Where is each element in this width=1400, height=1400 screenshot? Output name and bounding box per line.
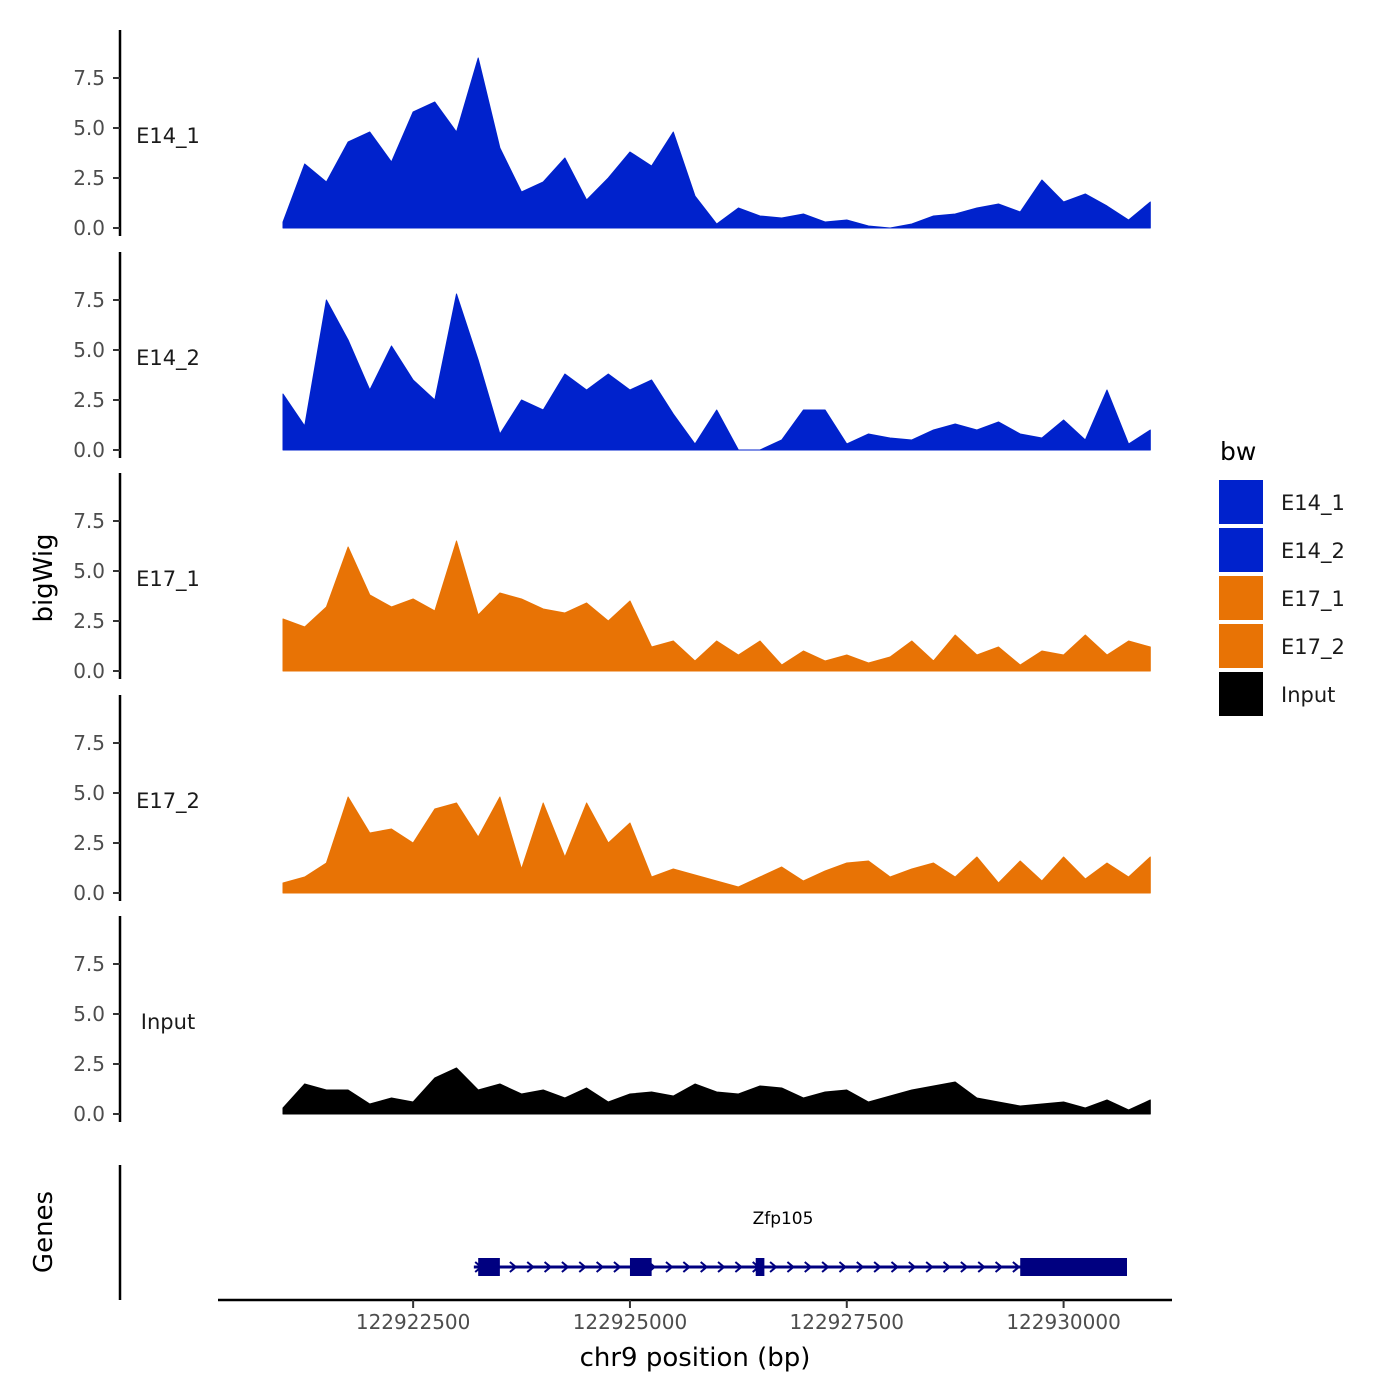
area-Input (282, 1067, 1151, 1115)
y-tick-label: 5.0 (73, 559, 105, 583)
y-tick-label: 5.0 (73, 338, 105, 362)
strand-arrow (700, 1261, 709, 1273)
track-E17_1: 0.0 2.5 5.0 7.5 E17_1 (73, 473, 1151, 683)
strand-arrow (890, 1261, 900, 1273)
strand-arrow (717, 1261, 726, 1273)
legend: bw E14_1 E14_2 E17_1 E17_2 Input (1219, 437, 1345, 716)
y-tick-label: 0.0 (73, 438, 105, 462)
strand-arrow (804, 1261, 813, 1273)
y-tick-label: 7.5 (73, 288, 105, 312)
strand-arrow (925, 1261, 934, 1273)
legend-key-E14_1 (1219, 480, 1263, 524)
track-label: Input (141, 1010, 195, 1034)
x-tick-label: 122922500 (356, 1310, 471, 1334)
track-E14_2: 0.0 2.5 5.0 7.5 E14_2 (73, 252, 1151, 462)
legend-title: bw (1220, 437, 1256, 466)
gene-exon (1020, 1258, 1127, 1276)
legend-key-E17_2 (1219, 624, 1263, 668)
strand-arrow (543, 1261, 553, 1273)
gene-exon (478, 1258, 500, 1276)
y-tick-label: 0.0 (73, 659, 105, 683)
strand-arrow (595, 1261, 605, 1273)
gene-model (473, 1258, 1127, 1276)
track-label: E17_2 (136, 789, 200, 814)
legend-label: E17_1 (1281, 587, 1345, 612)
x-tick-label: 122930000 (1006, 1310, 1121, 1334)
area-E14_2 (282, 293, 1151, 451)
strand-arrow (578, 1261, 587, 1273)
y-tick-label: 5.0 (73, 1002, 105, 1026)
strand-arrow (682, 1261, 691, 1273)
legend-label: E14_2 (1281, 539, 1345, 564)
genes-panel: Genes Zfp105 (29, 1165, 1127, 1300)
strand-arrow (734, 1261, 743, 1273)
strand-arrow (960, 1261, 969, 1273)
y-tick-label: 2.5 (73, 166, 105, 190)
strand-arrow (613, 1261, 622, 1273)
strand-arrow (994, 1261, 1004, 1273)
strand-arrow (977, 1261, 986, 1273)
tracks: 0.0 2.5 5.0 7.5 E14_1 0.0 2.5 5.0 7.5 E14_2 0.0 2.5… (73, 30, 1151, 1126)
strand-arrow (665, 1261, 674, 1273)
strand-arrow (769, 1261, 778, 1273)
strand-arrow (821, 1261, 830, 1273)
y-tick-label: 2.5 (73, 1052, 105, 1076)
legend-key-E14_2 (1219, 528, 1263, 572)
strand-arrow (908, 1261, 917, 1273)
y-tick-label: 2.5 (73, 609, 105, 633)
legend-label: E14_1 (1281, 491, 1345, 516)
y-tick-label: 7.5 (73, 509, 105, 533)
y-tick-label: 5.0 (73, 116, 105, 140)
y-tick-label: 0.0 (73, 1102, 105, 1126)
area-E17_2 (282, 796, 1151, 894)
track-E17_2: 0.0 2.5 5.0 7.5 E17_2 (73, 695, 1151, 905)
y-tick-label: 7.5 (73, 952, 105, 976)
strand-arrow (561, 1261, 570, 1273)
gene-exon (755, 1258, 765, 1276)
track-label: E14_1 (136, 124, 200, 149)
strand-arrow (856, 1261, 865, 1273)
gene-label: Zfp105 (753, 1209, 814, 1229)
legend-label: Input (1281, 683, 1335, 707)
y-tick-label: 0.0 (73, 216, 105, 240)
y-axis-title: bigWig (29, 533, 59, 622)
track-Input: 0.0 2.5 5.0 7.5 Input (73, 916, 1151, 1126)
strand-arrow (526, 1261, 535, 1273)
y-tick-label: 7.5 (73, 66, 105, 90)
x-axis-title: chr9 position (bp) (580, 1343, 811, 1373)
strand-arrow (786, 1261, 795, 1273)
y-tick-label: 5.0 (73, 781, 105, 805)
legend-key-E17_1 (1219, 576, 1263, 620)
x-axis: 122922500 122925000 122927500 122930000 chr… (218, 1298, 1172, 1373)
strand-arrow (509, 1261, 518, 1273)
strand-arrow (942, 1261, 952, 1273)
x-tick-label: 122927500 (790, 1310, 905, 1334)
y-tick-label: 2.5 (73, 831, 105, 855)
area-E14_1 (282, 57, 1151, 229)
legend-label: E17_2 (1281, 635, 1345, 660)
y-tick-label: 2.5 (73, 388, 105, 412)
strand-arrow (838, 1261, 847, 1273)
area-E17_1 (282, 540, 1151, 672)
legend-key-Input (1219, 672, 1263, 716)
track-E14_1: 0.0 2.5 5.0 7.5 E14_1 (73, 30, 1151, 240)
genes-title: Genes (29, 1191, 59, 1273)
track-label: E14_2 (136, 346, 200, 371)
y-tick-label: 7.5 (73, 731, 105, 755)
x-tick-label: 122925000 (573, 1310, 688, 1334)
y-tick-label: 0.0 (73, 881, 105, 905)
strand-arrow (873, 1261, 882, 1273)
strand-arrow (1012, 1261, 1021, 1273)
track-label: E17_1 (136, 567, 200, 592)
gene-exon (629, 1258, 652, 1276)
